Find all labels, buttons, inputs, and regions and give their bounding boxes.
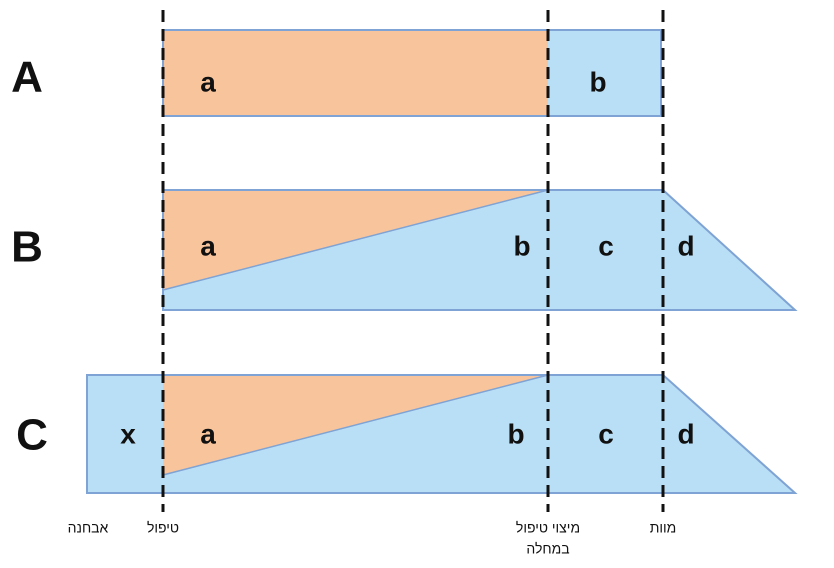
region-label: x [120, 418, 136, 449]
row-label: A [11, 53, 43, 102]
timeline-label: טיפול [147, 520, 179, 536]
divider [162, 374, 549, 476]
region-label: c [598, 230, 614, 261]
region-label: a [200, 230, 216, 261]
segment [163, 30, 548, 116]
segment [87, 375, 163, 493]
region-label: c [598, 418, 614, 449]
region-label: b [507, 418, 524, 449]
region-label: d [677, 418, 694, 449]
region-label: a [200, 418, 216, 449]
divider [162, 189, 549, 291]
row-label: B [11, 223, 43, 272]
outline [86, 374, 798, 494]
segment [163, 190, 795, 310]
timeline-label: מוות [650, 520, 677, 536]
region-label: d [677, 230, 694, 261]
region-label: b [589, 66, 606, 97]
timeline-label: במחלה [526, 541, 569, 557]
region-label: b [513, 230, 530, 261]
timeline-label: מיצוי טיפול [516, 520, 580, 536]
row-label: C [16, 411, 48, 460]
segment [548, 30, 661, 116]
region-label: a [200, 66, 216, 97]
segment [163, 375, 795, 493]
outline [162, 189, 798, 311]
timeline-label: אבחנה [68, 520, 109, 536]
